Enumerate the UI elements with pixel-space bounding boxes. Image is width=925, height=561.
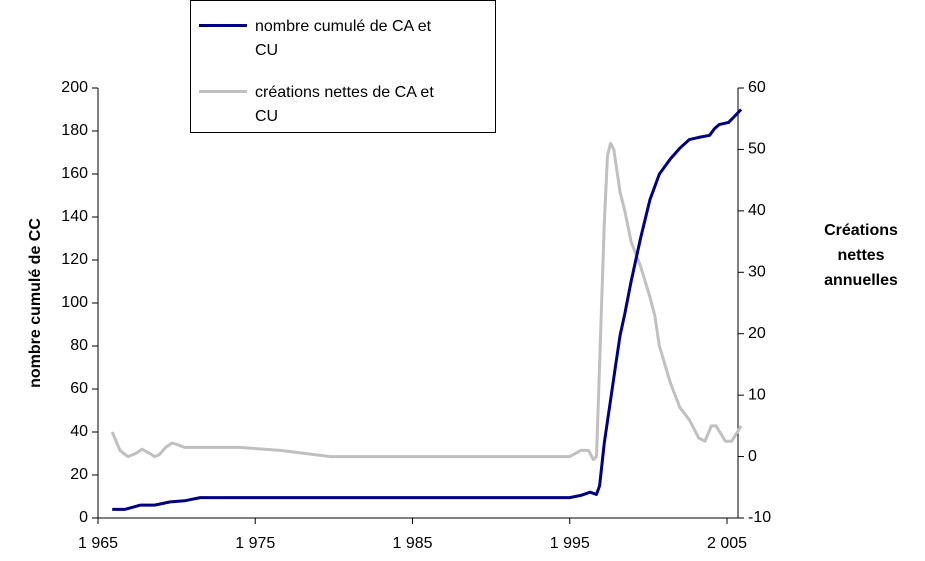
series-line [110, 141, 743, 462]
y-tick-label: 160 [61, 165, 88, 182]
y-tick-label: 180 [61, 122, 88, 139]
y2-tick-label: 40 [748, 202, 766, 219]
y-axis-label: nombre cumulé de CC [27, 218, 44, 388]
x-tick-label: 1 995 [550, 535, 590, 552]
y2-tick-label: 20 [748, 325, 766, 342]
x-tick-label: 1 975 [235, 535, 275, 552]
y2-tick-label: 60 [748, 79, 766, 96]
legend-entry: nombre cumulé de CA et CU [199, 15, 489, 63]
y2-axis-label: Créations nettes annuelles [824, 222, 898, 289]
legend-entry: créations nettes de CA et CU [199, 81, 489, 129]
y-tick-label: 20 [70, 466, 88, 483]
legend-swatch [199, 90, 247, 93]
y-tick-label: 60 [70, 380, 88, 397]
y-tick-label: 0 [79, 509, 88, 526]
x-tick-label: 1 965 [78, 535, 118, 552]
legend-label: créations nettes de CA et CU [255, 84, 434, 125]
y-tick-label: 40 [70, 423, 88, 440]
legend: nombre cumulé de CA et CU créations nette… [190, 0, 496, 133]
y-tick-label: 100 [61, 294, 88, 311]
y2-tick-label: 10 [748, 386, 766, 403]
y-tick-label: 120 [61, 251, 88, 268]
x-tick-label: 2 005 [707, 535, 747, 552]
legend-swatch [199, 24, 247, 27]
y2-tick-label: 50 [748, 141, 766, 158]
y-tick-label: 200 [61, 79, 88, 96]
y-tick-label: 140 [61, 208, 88, 225]
y2-tick-label: 30 [748, 264, 766, 281]
legend-label: nombre cumulé de CA et CU [255, 18, 432, 59]
series-line [112, 108, 743, 511]
x-tick-label: 1 985 [392, 535, 432, 552]
y2-tick-label: -10 [748, 509, 771, 526]
y2-tick-label: 0 [748, 448, 757, 465]
y-tick-label: 80 [70, 337, 88, 354]
